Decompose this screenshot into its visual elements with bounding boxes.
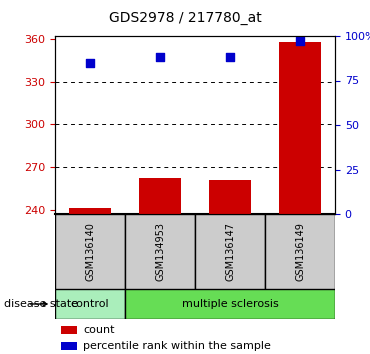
Text: disease state: disease state: [4, 299, 78, 309]
Text: GSM136140: GSM136140: [85, 222, 95, 281]
Bar: [69, 208, 111, 214]
Bar: [55, 214, 125, 289]
Text: GSM136147: GSM136147: [225, 222, 235, 281]
Text: GSM134953: GSM134953: [155, 222, 165, 281]
Bar: [195, 214, 265, 289]
Point: [87, 60, 93, 65]
Text: GDS2978 / 217780_at: GDS2978 / 217780_at: [109, 11, 261, 25]
Text: GSM136149: GSM136149: [295, 222, 305, 281]
Point: [157, 55, 163, 60]
Bar: [125, 214, 195, 289]
Bar: [61, 342, 77, 350]
Bar: [139, 178, 181, 214]
Text: count: count: [83, 325, 114, 335]
Text: control: control: [71, 299, 109, 309]
Bar: [209, 180, 251, 214]
Point: [227, 55, 233, 60]
Point: [297, 39, 303, 44]
Text: percentile rank within the sample: percentile rank within the sample: [83, 341, 271, 352]
Text: multiple sclerosis: multiple sclerosis: [182, 299, 278, 309]
Bar: [279, 42, 321, 214]
Bar: [55, 289, 125, 319]
Bar: [61, 326, 77, 334]
Bar: [265, 214, 335, 289]
Bar: [125, 289, 335, 319]
